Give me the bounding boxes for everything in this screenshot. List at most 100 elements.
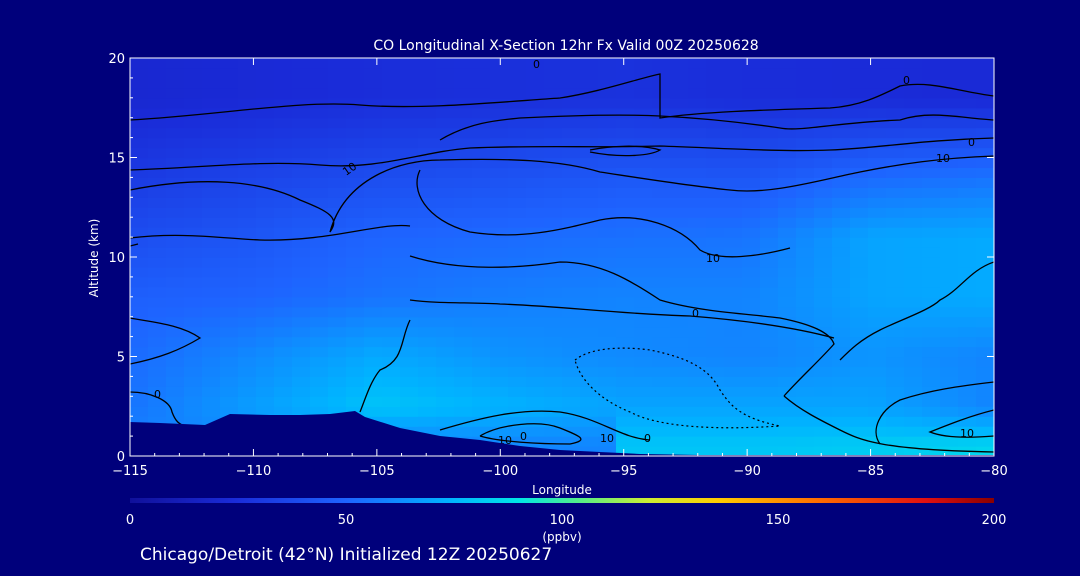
field-cell (598, 436, 617, 447)
field-cell (202, 117, 221, 129)
field-cell (436, 346, 455, 358)
field-cell (418, 336, 437, 348)
field-cell (184, 77, 203, 89)
field-cell (832, 406, 851, 417)
field-cell (652, 296, 671, 308)
field-cell (616, 257, 635, 268)
field-cell (670, 356, 689, 368)
field-cell (904, 167, 923, 178)
field-cell (598, 107, 617, 119)
field-cell (670, 77, 689, 89)
field-cell (976, 167, 994, 178)
field-cell (418, 127, 437, 139)
field-cell (400, 247, 419, 258)
field-cell (220, 217, 239, 228)
field-cell (544, 426, 563, 437)
field-cell (184, 217, 203, 228)
field-cell (148, 58, 167, 69)
field-cell (148, 67, 167, 79)
field-cell (742, 416, 761, 427)
field-cell (940, 296, 959, 308)
field-cell (220, 247, 239, 258)
field-cell (256, 316, 275, 328)
field-cell (436, 266, 455, 278)
field-cell (292, 376, 311, 387)
field-cell (724, 77, 743, 89)
field-cell (400, 177, 419, 188)
field-cell (472, 336, 491, 348)
field-cell (598, 137, 617, 149)
field-cell (598, 247, 617, 258)
field-cell (976, 147, 994, 159)
field-cell (436, 127, 455, 139)
field-cell (886, 207, 905, 218)
field-cell (814, 97, 833, 109)
field-cell (184, 276, 203, 288)
field-cell (220, 107, 239, 119)
field-cell (580, 167, 599, 178)
field-cell (454, 127, 473, 139)
field-cell (364, 227, 383, 238)
field-cell (454, 426, 473, 437)
field-cell (760, 58, 779, 69)
contour-label: 10 (960, 427, 974, 440)
field-cell (562, 157, 581, 169)
field-cell (976, 87, 994, 99)
field-cell (436, 406, 455, 417)
field-cell (706, 217, 725, 228)
field-cell (742, 67, 761, 79)
field-cell (958, 247, 977, 258)
field-cell (184, 296, 203, 308)
field-cell (634, 58, 653, 69)
field-cell (778, 257, 797, 268)
field-cell (472, 67, 491, 79)
field-cell (886, 157, 905, 169)
field-cell (544, 207, 563, 218)
field-cell (220, 276, 239, 288)
field-cell (526, 107, 545, 119)
field-cell (958, 296, 977, 308)
field-cell (166, 137, 185, 149)
field-cell (238, 87, 257, 99)
field-cell (580, 97, 599, 109)
co-concentration-field (130, 58, 994, 456)
field-cell (274, 177, 293, 188)
field-cell (760, 306, 779, 318)
field-cell (562, 97, 581, 109)
field-cell (580, 266, 599, 278)
field-cell (526, 296, 545, 308)
field-cell (454, 107, 473, 119)
field-cell (418, 167, 437, 178)
field-cell (778, 97, 797, 109)
field-cell (292, 396, 311, 407)
field-cell (904, 217, 923, 228)
field-cell (760, 366, 779, 377)
field-cell (634, 326, 653, 338)
dotted-contour (574, 347, 781, 429)
field-cell (436, 207, 455, 218)
field-cell (976, 207, 994, 218)
field-cell (616, 386, 635, 397)
field-cell (922, 177, 941, 188)
field-cell (868, 316, 887, 328)
field-cell (832, 197, 851, 208)
field-cell (274, 147, 293, 159)
field-cell (238, 187, 257, 198)
field-cell (166, 87, 185, 99)
field-cell (922, 316, 941, 328)
field-cell (526, 127, 545, 139)
field-cell (724, 266, 743, 278)
field-cell (490, 177, 509, 188)
field-cell (454, 137, 473, 149)
field-cell (706, 306, 725, 318)
field-cell (346, 247, 365, 258)
field-cell (382, 336, 401, 348)
field-cell (130, 177, 149, 188)
field-cell (778, 276, 797, 288)
field-cell (454, 336, 473, 348)
field-cell (328, 257, 347, 268)
field-cell (778, 197, 797, 208)
field-cell (958, 187, 977, 198)
field-cell (382, 58, 401, 69)
field-cell (724, 227, 743, 238)
